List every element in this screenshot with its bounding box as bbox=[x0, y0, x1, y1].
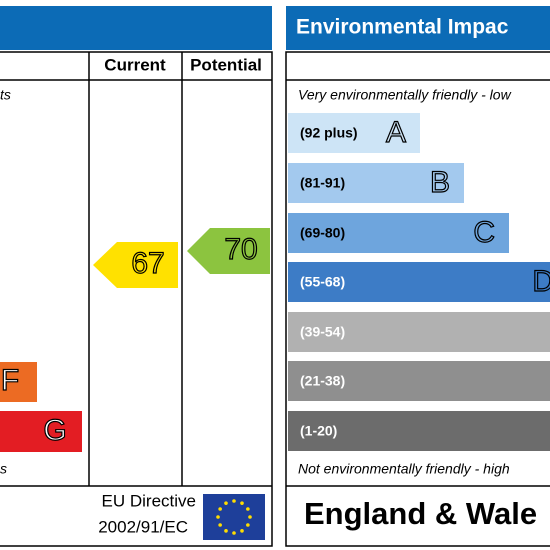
band bbox=[288, 213, 509, 253]
band bbox=[288, 113, 420, 153]
star bbox=[232, 531, 236, 535]
band-range: (69-80) bbox=[300, 225, 345, 241]
note: ts bbox=[0, 87, 11, 103]
note: Not environmentally friendly - high bbox=[298, 461, 510, 477]
header-bar bbox=[286, 6, 550, 50]
potential-rating: 70 bbox=[224, 233, 257, 266]
eu-stars bbox=[216, 499, 252, 535]
band-letter: C bbox=[473, 216, 495, 249]
star bbox=[246, 507, 250, 511]
band bbox=[288, 312, 550, 352]
panel-border bbox=[0, 51, 273, 547]
band bbox=[288, 262, 550, 302]
band-range: (21-38) bbox=[300, 373, 345, 389]
note: Very environmentally friendly - low bbox=[298, 87, 512, 103]
potential-arrow bbox=[187, 228, 270, 274]
band-g bbox=[0, 411, 82, 452]
star bbox=[218, 507, 222, 511]
directive: EU Directive bbox=[102, 491, 196, 510]
panel-title: Environmental Impac bbox=[296, 16, 509, 39]
band-letter: F bbox=[1, 364, 19, 397]
band-range: (1-20) bbox=[300, 423, 337, 439]
star bbox=[224, 501, 228, 505]
star bbox=[218, 523, 222, 527]
header-bar bbox=[0, 6, 272, 50]
band-range: (81-91) bbox=[300, 175, 345, 191]
star bbox=[224, 529, 228, 533]
band-range: (39-54) bbox=[300, 324, 345, 340]
band-range: (55-68) bbox=[300, 274, 345, 290]
region: England & Wale bbox=[304, 496, 537, 531]
star bbox=[232, 499, 236, 503]
column-header: Current bbox=[104, 55, 166, 74]
band-letter: A bbox=[386, 116, 406, 149]
current-arrow bbox=[93, 242, 178, 288]
band bbox=[288, 361, 550, 401]
band-letter: G bbox=[43, 414, 66, 447]
band-f bbox=[0, 362, 37, 402]
star bbox=[240, 501, 244, 505]
note: s bbox=[0, 461, 7, 477]
band-letter: B bbox=[430, 166, 450, 199]
band-range: (92 plus) bbox=[300, 125, 358, 141]
current-rating: 67 bbox=[131, 247, 164, 280]
panel-border bbox=[285, 51, 550, 547]
star bbox=[248, 515, 252, 519]
star bbox=[240, 529, 244, 533]
star bbox=[216, 515, 220, 519]
directive: 2002/91/EC bbox=[98, 517, 188, 536]
band bbox=[288, 411, 550, 451]
star bbox=[246, 523, 250, 527]
band-letter: D bbox=[532, 265, 550, 298]
column-header: Potential bbox=[190, 55, 262, 74]
band bbox=[288, 163, 464, 203]
